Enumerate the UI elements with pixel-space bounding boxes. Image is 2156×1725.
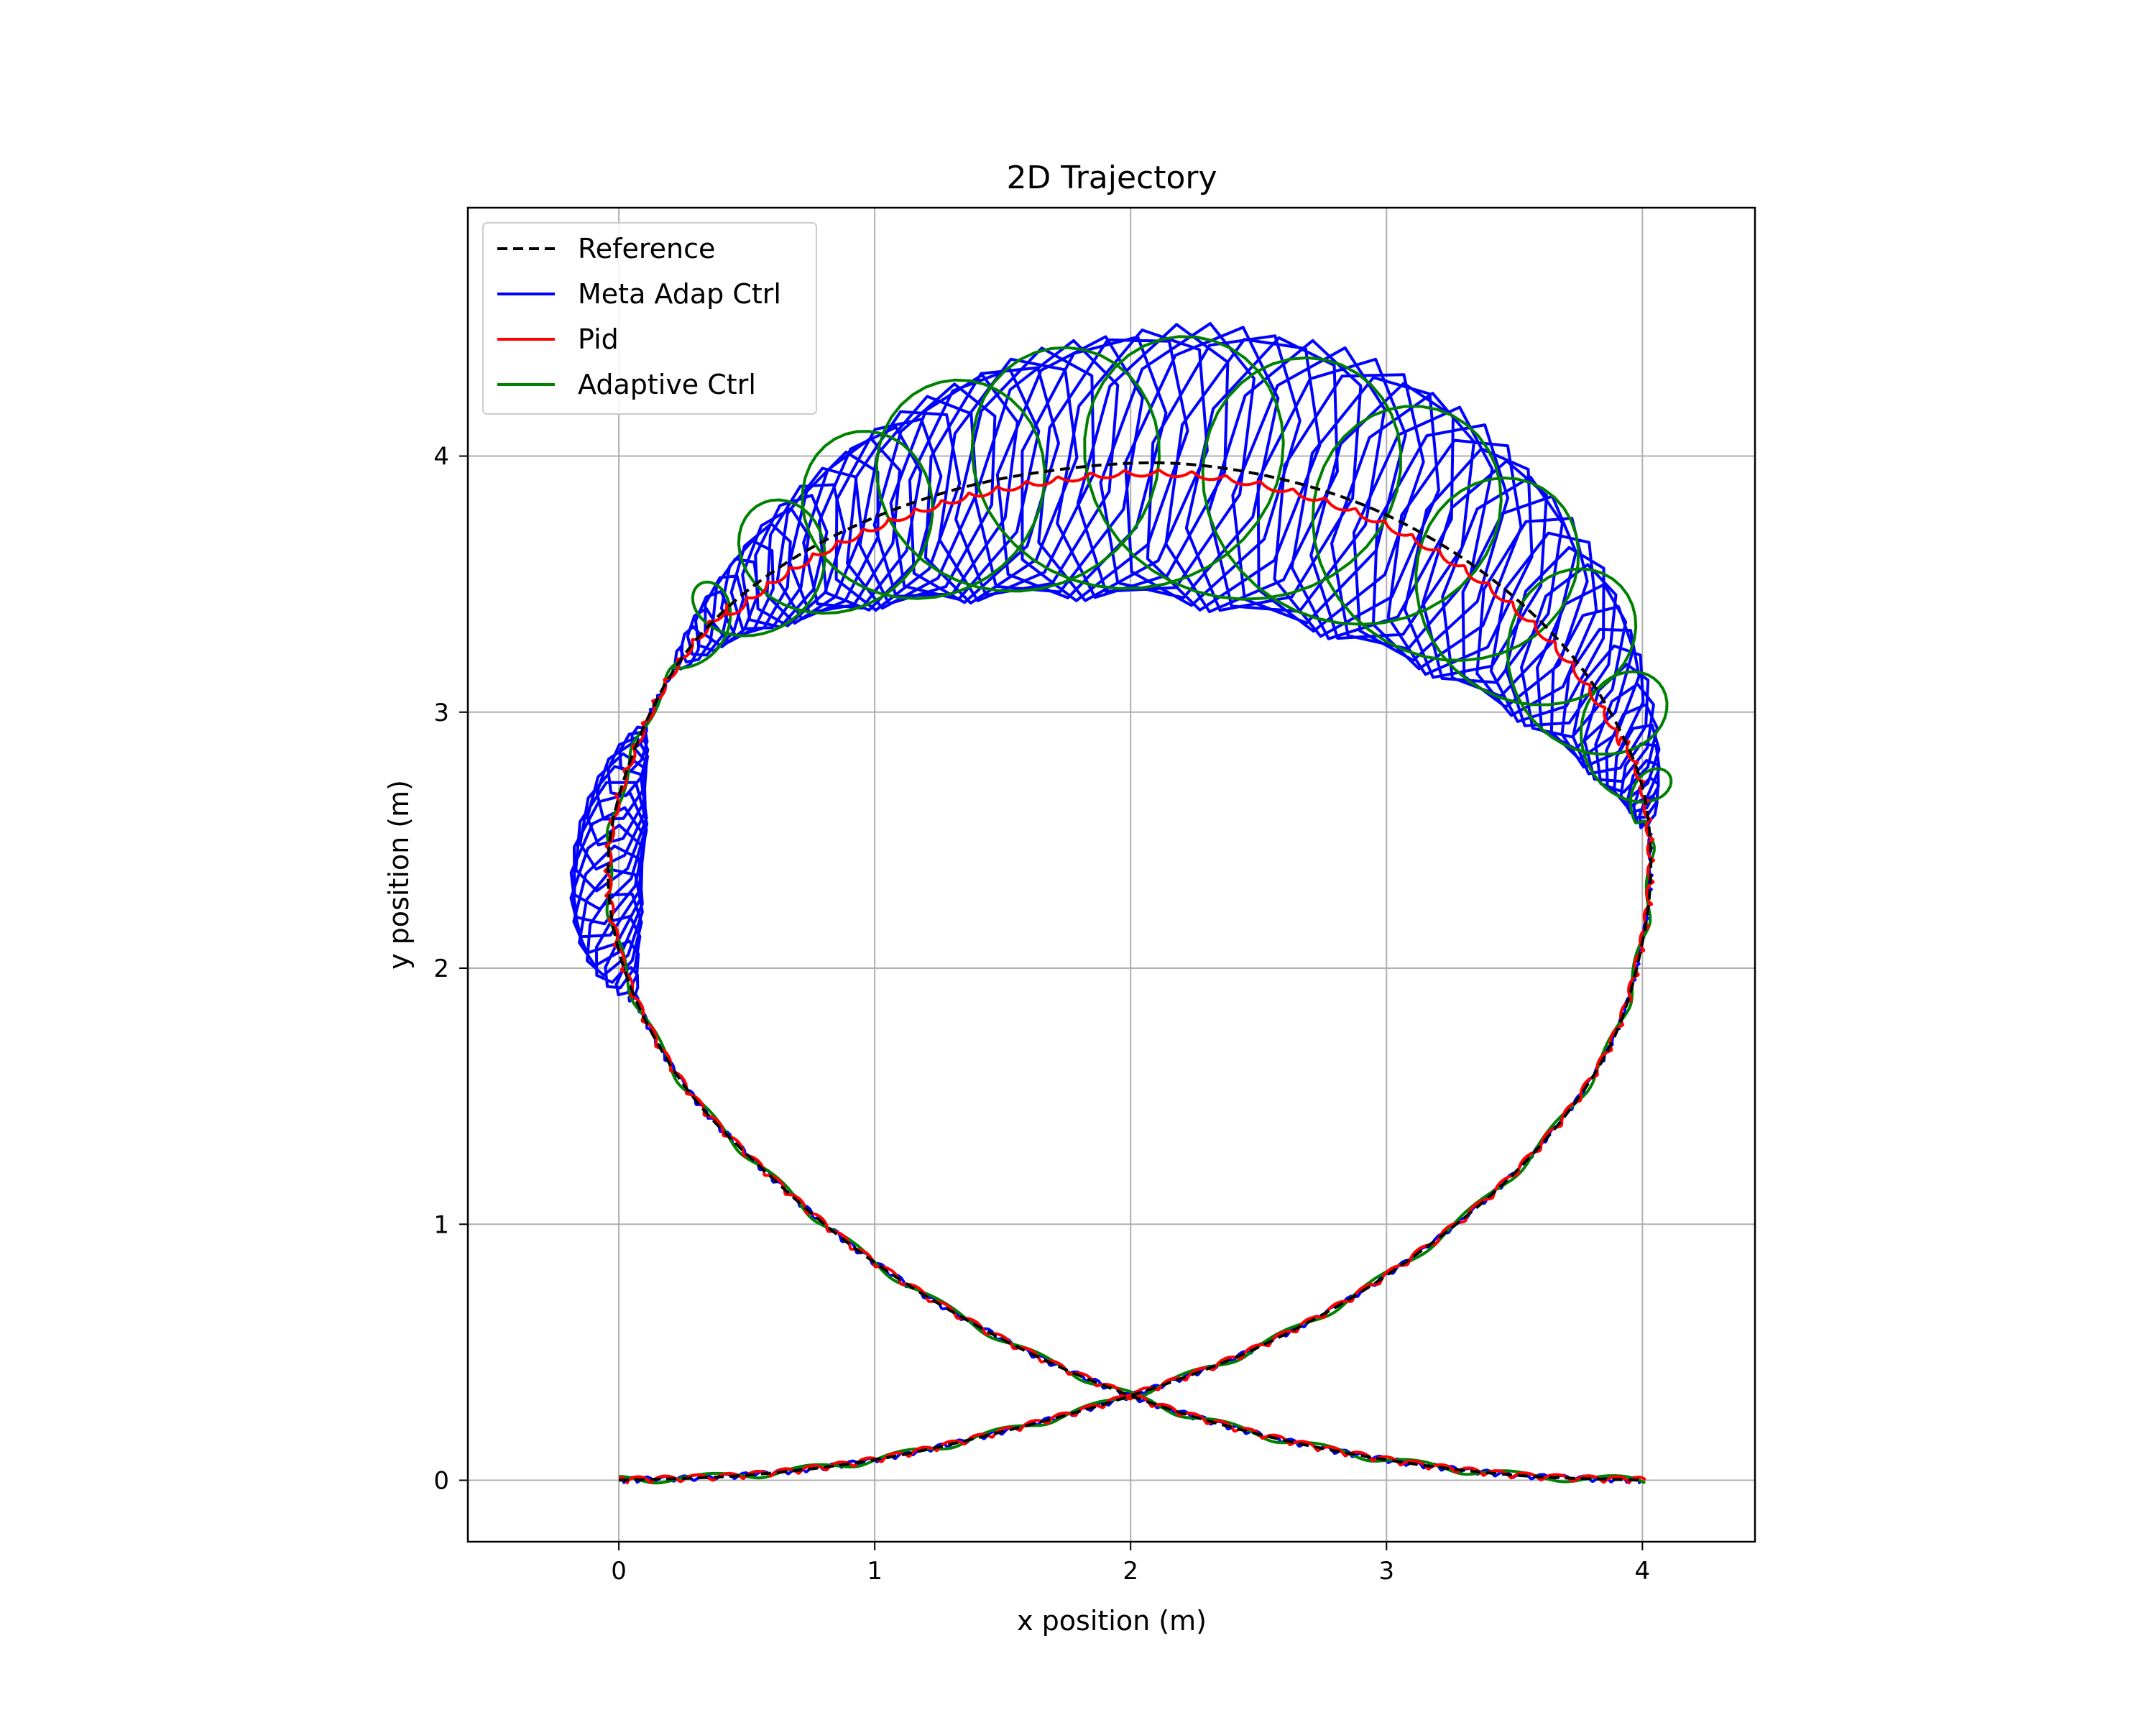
plot-area [569, 322, 1673, 1485]
y-tick-label: 0 [433, 1467, 449, 1496]
x-tick-label: 3 [1378, 1557, 1394, 1586]
series-line-meta-adap-ctrl [569, 322, 1661, 1484]
y-axis-label: y position (m) [383, 780, 415, 970]
series-line-pid [603, 469, 1656, 1485]
x-tick-label: 2 [1123, 1557, 1138, 1586]
x-axis-label: x position (m) [1017, 1605, 1207, 1637]
axis-ticks: 0 1 2 3 4 0 1 2 3 4 [433, 443, 1650, 1586]
y-tick-label: 3 [433, 699, 449, 727]
legend-box [482, 222, 817, 415]
series-line-adaptive-ctrl [605, 335, 1673, 1485]
x-tick-label: 0 [611, 1557, 627, 1586]
series-line-reference [607, 461, 1653, 1482]
legend-label: Reference [578, 233, 715, 264]
legend-label: Meta Adap Ctrl [578, 278, 781, 310]
chart-title: 2D Trajectory [1006, 160, 1217, 196]
plot-frame [466, 206, 1756, 1543]
legend: Reference Meta Adap Ctrl Pid Adaptive Ctrl [482, 222, 817, 415]
y-tick-label: 4 [433, 443, 449, 472]
x-tick-label: 1 [867, 1557, 883, 1586]
legend-label: Pid [578, 323, 619, 355]
x-tick-label: 4 [1635, 1557, 1651, 1586]
legend-label: Adaptive Ctrl [578, 369, 756, 400]
y-tick-label: 1 [433, 1210, 449, 1239]
y-tick-label: 2 [433, 954, 449, 983]
